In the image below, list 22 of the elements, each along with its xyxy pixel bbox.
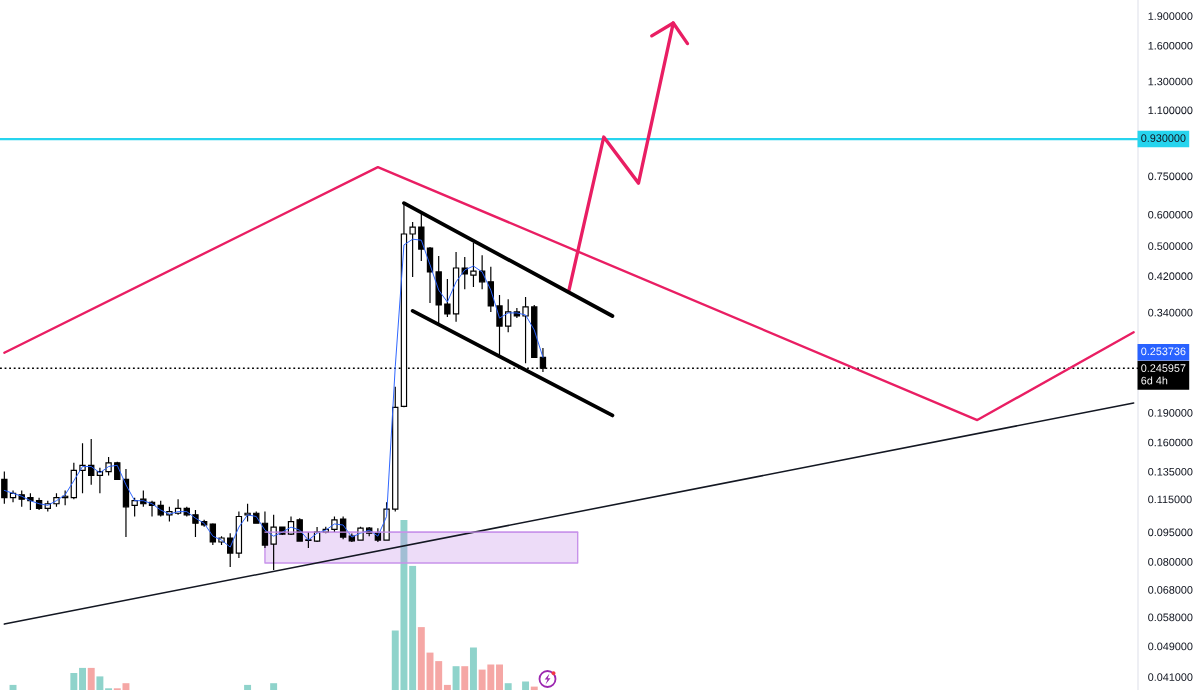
y-tick-label: 0.340000 (1148, 308, 1193, 317)
y-tick-label: 0.049000 (1148, 642, 1193, 651)
y-tick-label: 1.100000 (1148, 106, 1193, 115)
y-tick-label: 0.500000 (1148, 242, 1193, 250)
y-tick-label: 0.080000 (1148, 558, 1193, 566)
y-tick-label: 0.600000 (1148, 210, 1193, 219)
y-tick-label: 0.115000 (1148, 495, 1192, 504)
y-tick-label: 1.300000 (1148, 77, 1193, 86)
y-tick-label: 0.095000 (1148, 528, 1193, 537)
y-tick-label: 0.190000 (1148, 409, 1193, 417)
y-tick-label: 0.160000 (1148, 438, 1193, 447)
ref-line-label: 0.930000 (1141, 134, 1186, 142)
y-tick-label: 0.058000 (1148, 613, 1193, 622)
ref-line-label: 0.245957 6d 4h (1141, 364, 1186, 385)
y-tick-label: 0.135000 (1148, 467, 1193, 476)
y-tick-label: 0.068000 (1148, 586, 1193, 594)
text: 0.253736 (1141, 347, 1186, 356)
y-tick-label: 0.041000 (1148, 673, 1193, 681)
y-tick-label: 1.600000 (1148, 41, 1193, 50)
y-tick-label: 0.750000 (1148, 172, 1193, 181)
y-tick-label: 1.900000 (1148, 12, 1193, 20)
y-tick-label: 0.420000 (1148, 272, 1193, 281)
